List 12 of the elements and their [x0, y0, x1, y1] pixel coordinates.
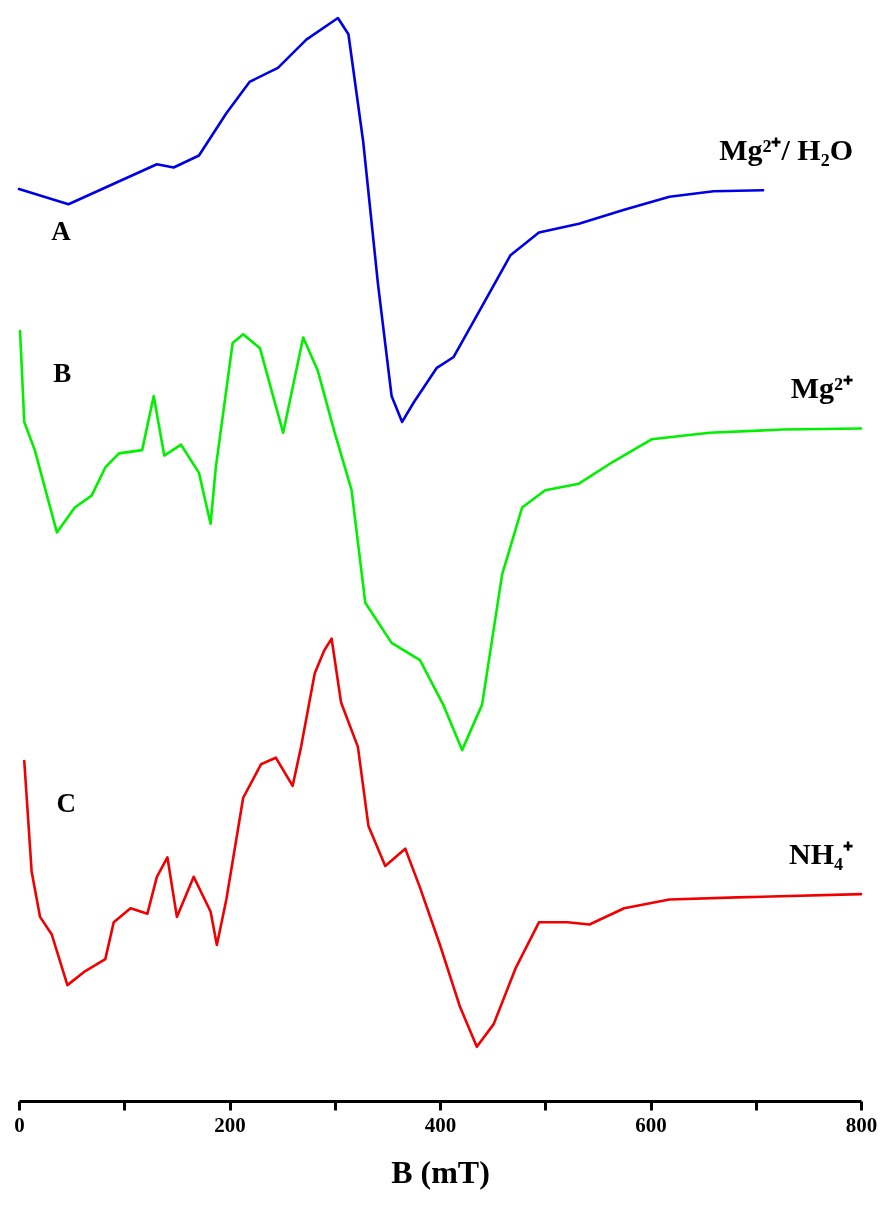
x-tick-label: 800: [845, 1112, 878, 1137]
x-tick-label: 600: [635, 1112, 667, 1137]
x-tick-label: 400: [424, 1112, 457, 1137]
series-label: Mg²⁺/ H₂O: [719, 133, 853, 167]
series-label: Mg²⁺: [790, 371, 853, 405]
annotation: C: [56, 787, 77, 818]
annotation: B: [53, 357, 72, 388]
x-tick-label: 200: [214, 1112, 246, 1137]
series-label: NH₄⁺: [789, 837, 853, 871]
x-axis-title: B (mT): [391, 1153, 490, 1190]
x-tick-label: 0: [14, 1112, 25, 1137]
annotation: A: [51, 216, 72, 247]
